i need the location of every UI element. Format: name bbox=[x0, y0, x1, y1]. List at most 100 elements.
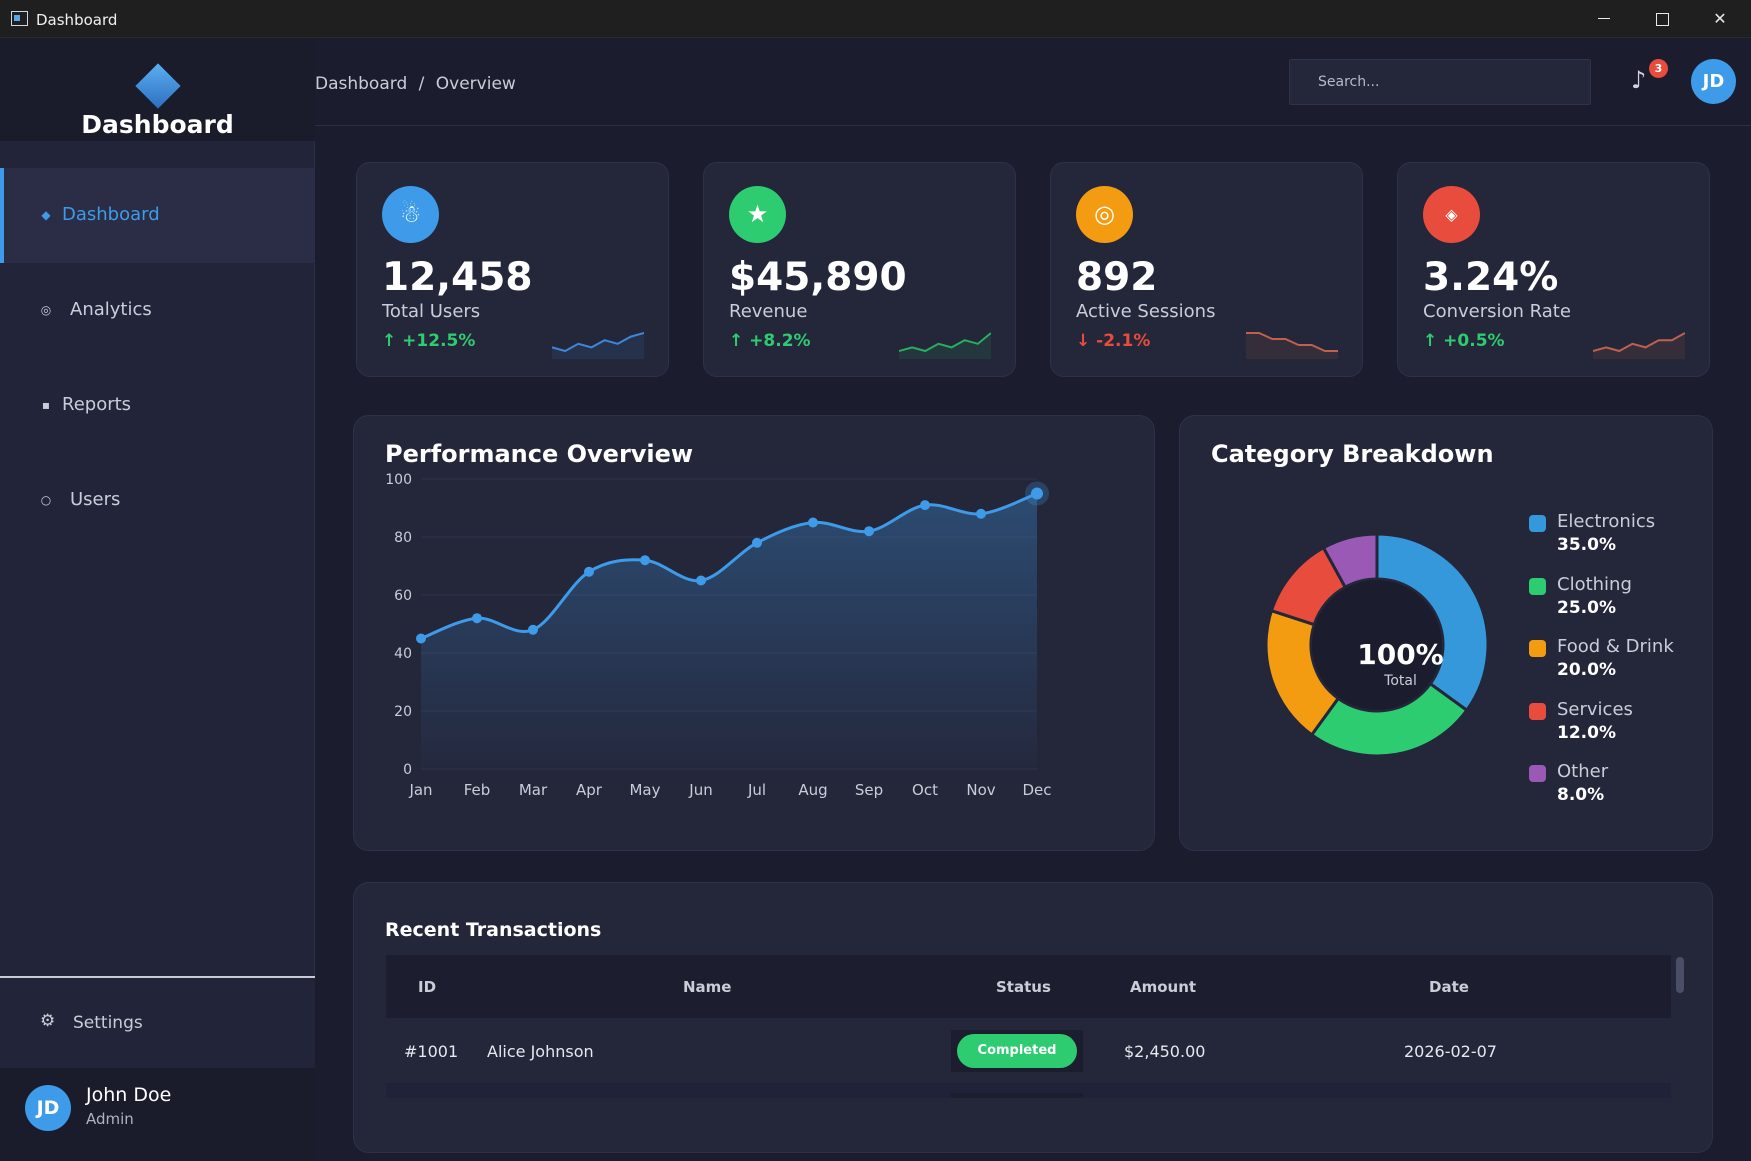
sidebar-item-label: Dashboard bbox=[62, 204, 160, 225]
transactions-table: ID Name Status Amount Date #1001 Alice J… bbox=[386, 955, 1671, 1098]
table-scrollbar[interactable] bbox=[1675, 955, 1685, 1098]
sidebar-item-label: Users bbox=[70, 489, 121, 510]
legend-swatch bbox=[1529, 640, 1546, 657]
legend-label: Clothing bbox=[1557, 574, 1632, 595]
panel-title: Recent Transactions bbox=[385, 919, 602, 941]
sidebar-divider bbox=[0, 976, 315, 978]
sparkline-line bbox=[552, 332, 644, 353]
sparkline bbox=[552, 332, 644, 359]
y-tick-label: 100 bbox=[385, 472, 412, 488]
y-tick-label: 60 bbox=[394, 588, 412, 604]
x-tick-label: Aug bbox=[798, 781, 827, 799]
data-point bbox=[808, 517, 818, 528]
breadcrumb-separator: / bbox=[418, 74, 425, 94]
sidebar-nav: ◆ Dashboard ◎ Analytics ▪ Reports ○ User… bbox=[0, 168, 315, 548]
stat-trend: ↓ -2.1% bbox=[1076, 331, 1151, 351]
legend-label: Food & Drink bbox=[1557, 636, 1674, 657]
sparkline bbox=[899, 332, 991, 359]
sparkline-line bbox=[1593, 332, 1685, 353]
status-badge bbox=[951, 1093, 1083, 1098]
status-badge: Completed bbox=[957, 1034, 1077, 1068]
panel-title: Performance Overview bbox=[385, 440, 694, 468]
stat-value: $45,890 bbox=[729, 255, 907, 300]
sidebar-item-dashboard[interactable]: ◆ Dashboard bbox=[0, 168, 315, 263]
header-avatar[interactable]: JD bbox=[1691, 59, 1736, 104]
sidebar-item-analytics[interactable]: ◎ Analytics bbox=[0, 263, 315, 358]
sparkline-area bbox=[1246, 333, 1338, 359]
data-point bbox=[976, 508, 986, 519]
legend-label: Electronics bbox=[1557, 511, 1656, 532]
area-fill bbox=[421, 493, 1037, 769]
x-tick-label: May bbox=[629, 781, 660, 799]
cell-amount: $2,450.00 bbox=[1124, 1042, 1206, 1061]
cell-date: 2026-02-07 bbox=[1404, 1042, 1497, 1061]
data-point bbox=[1031, 487, 1043, 500]
sidebar-item-label: Reports bbox=[62, 394, 132, 415]
search-input[interactable] bbox=[1289, 59, 1591, 105]
close-button[interactable]: ✕ bbox=[1713, 9, 1727, 28]
scrollbar-thumb[interactable] bbox=[1676, 957, 1684, 993]
stat-trend: ↑ +8.2% bbox=[729, 331, 811, 351]
table-row[interactable]: #1001 Alice Johnson Completed $2,450.00 … bbox=[386, 1018, 1671, 1083]
header: Dashboard / Overview ♪ 3 JD bbox=[315, 38, 1751, 126]
diamond-logo-icon bbox=[135, 63, 181, 109]
data-point bbox=[416, 633, 426, 644]
legend-item: Clothing 25.0% bbox=[1529, 570, 1699, 622]
column-header-date[interactable]: Date bbox=[1429, 978, 1469, 996]
x-tick-label: Dec bbox=[1022, 781, 1051, 799]
column-header-name[interactable]: Name bbox=[683, 978, 732, 996]
column-header-amount[interactable]: Amount bbox=[1130, 978, 1197, 996]
stat-card-conversion-rate: ◈ 3.24% Conversion Rate ↑ +0.5% bbox=[1397, 162, 1710, 377]
sidebar-item-label: Analytics bbox=[70, 299, 152, 320]
minimize-button[interactable] bbox=[1575, 0, 1633, 38]
stat-label: Active Sessions bbox=[1076, 301, 1216, 322]
data-point bbox=[584, 566, 594, 577]
legend-item: Services 12.0% bbox=[1529, 695, 1699, 747]
sidebar-item-users[interactable]: ○ Users bbox=[0, 453, 315, 548]
diamond-icon: ◆ bbox=[41, 208, 51, 222]
sparkline-area bbox=[552, 333, 644, 359]
legend-swatch bbox=[1529, 765, 1546, 782]
legend-value: 12.0% bbox=[1557, 723, 1616, 743]
column-header-id[interactable]: ID bbox=[418, 978, 437, 996]
breadcrumb-item-dashboard[interactable]: Dashboard bbox=[315, 74, 408, 94]
x-tick-label: Mar bbox=[519, 781, 548, 799]
legend-item: Electronics 35.0% bbox=[1529, 507, 1699, 559]
category-panel: Category Breakdown 100% Total Electronic… bbox=[1179, 415, 1713, 851]
pie-slice bbox=[1375, 532, 1490, 713]
sidebar-item-reports[interactable]: ▪ Reports bbox=[0, 358, 315, 453]
legend-value: 8.0% bbox=[1557, 785, 1605, 805]
brand-name: Dashboard bbox=[81, 110, 234, 139]
target-icon: ◎ bbox=[1076, 186, 1133, 243]
x-tick-label: Jun bbox=[688, 781, 712, 799]
sidebar-item-settings[interactable]: ⚙ Settings bbox=[0, 978, 315, 1068]
x-tick-label: Nov bbox=[966, 781, 995, 799]
sparkline-line bbox=[899, 332, 991, 353]
legend-value: 20.0% bbox=[1557, 660, 1616, 680]
legend-item: Food & Drink 20.0% bbox=[1529, 632, 1699, 684]
maximize-button[interactable] bbox=[1633, 0, 1691, 38]
table-row[interactable] bbox=[386, 1083, 1671, 1098]
donut-total: 100% bbox=[1357, 638, 1444, 671]
stat-trend: ↑ +12.5% bbox=[382, 331, 476, 351]
x-tick-label: Sep bbox=[855, 781, 883, 799]
column-header-status[interactable]: Status bbox=[996, 978, 1051, 996]
x-tick-label: Feb bbox=[464, 781, 491, 799]
window-title: Dashboard bbox=[36, 11, 118, 29]
stat-value: 892 bbox=[1076, 255, 1158, 300]
panel-title: Category Breakdown bbox=[1211, 440, 1494, 468]
settings-label: Settings bbox=[73, 1013, 143, 1033]
stat-card-active-sessions: ◎ 892 Active Sessions ↓ -2.1% bbox=[1050, 162, 1363, 377]
diamond-icon: ◈ bbox=[1423, 186, 1480, 243]
sparkline bbox=[1246, 332, 1338, 359]
user-name: John Doe bbox=[86, 1084, 172, 1106]
donut-sub: Total bbox=[1384, 673, 1417, 689]
data-point bbox=[528, 624, 538, 635]
user-panel[interactable]: JD John Doe Admin bbox=[0, 1068, 315, 1161]
y-tick-label: 80 bbox=[394, 530, 412, 546]
performance-chart: 0 20 40 60 80 100 Jan Feb Mar Apr May Jun Jul Aug Sep O… bbox=[385, 472, 1051, 799]
app-icon bbox=[11, 11, 28, 26]
y-tick-label: 20 bbox=[394, 704, 412, 720]
notification-icon[interactable]: ♪ bbox=[1631, 66, 1647, 94]
data-point bbox=[752, 537, 762, 548]
